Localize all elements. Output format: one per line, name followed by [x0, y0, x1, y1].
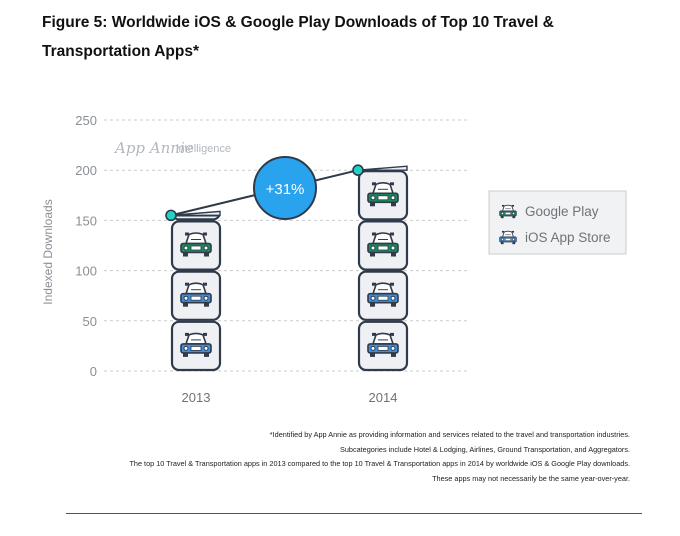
car-icon: [180, 282, 212, 307]
bar-tile: [357, 220, 409, 271]
x-tick-label: 2014: [369, 390, 398, 405]
footnote-4: These apps may not necessarily be the sa…: [432, 473, 630, 483]
figure-title: Figure 5: Worldwide iOS & Google Play Do…: [42, 14, 554, 60]
bar-tile: [357, 270, 409, 321]
watermark: App Annie intelligence: [113, 139, 231, 157]
car-icon: [367, 282, 399, 307]
legend-label: iOS App Store: [525, 230, 611, 245]
x-axis-ticks: 2013 2014: [182, 390, 398, 405]
y-tick-label: 200: [75, 163, 97, 178]
bar-tile: [170, 320, 222, 372]
footnote-1: *Identified by App Annie as providing in…: [269, 430, 630, 439]
y-axis-label: Indexed Downloads: [41, 199, 55, 304]
y-tick-label: 0: [90, 364, 97, 379]
bar-tile: [357, 320, 409, 372]
y-tick-label: 50: [83, 314, 97, 329]
legend-swatch: [499, 230, 517, 245]
y-tick-label: 250: [75, 113, 97, 128]
watermark-suffix: intelligence: [176, 143, 231, 155]
car-icon: [499, 230, 517, 245]
car-icon: [499, 204, 517, 219]
car-icon: [367, 232, 399, 257]
y-tick-label: 100: [75, 264, 97, 279]
bar-tile: [170, 220, 222, 271]
bar-tile: [170, 270, 222, 321]
footnote-3: The top 10 Travel & Transportation apps …: [129, 459, 630, 469]
growth-annotation: +31%: [165, 156, 364, 222]
bar-tile: [170, 182, 221, 221]
marker-2014: [352, 164, 364, 176]
legend-label: Google Play: [525, 204, 599, 219]
legend: Google Play iOS App Store: [488, 190, 627, 255]
car-icon: [180, 232, 212, 257]
x-tick-label: 2013: [182, 390, 211, 405]
growth-label: +31%: [266, 181, 305, 198]
footnotes: *Identified by App Annie as providing in…: [129, 428, 630, 486]
y-axis-ticks: 0 50 100 150 200 250: [75, 113, 97, 379]
bar-tile: [357, 165, 409, 221]
bars: [170, 165, 409, 372]
car-icon: [367, 182, 399, 207]
car-icon: [367, 332, 399, 357]
y-tick-label: 150: [75, 213, 97, 228]
pictograph-chart: 0 50 100 150 200 250 Indexed Downloads App An…: [41, 113, 627, 405]
footnote-2: Subcategories include Hotel & Lodging, A…: [339, 444, 630, 454]
marker-2013: [165, 209, 177, 222]
legend-box: [488, 190, 627, 255]
growth-bubble: [253, 156, 317, 220]
watermark-brand: App Annie: [113, 139, 194, 157]
bottom-rule: [66, 513, 642, 514]
legend-swatch: [499, 204, 517, 219]
car-icon: [181, 182, 211, 206]
car-icon: [180, 332, 212, 357]
